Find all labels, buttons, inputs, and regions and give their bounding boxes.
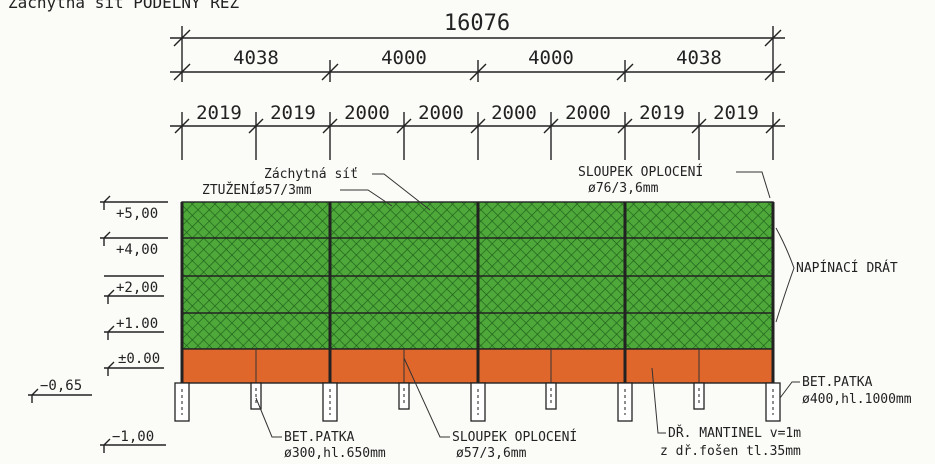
bay-dim-7: 2019 <box>639 102 685 124</box>
section-dimensions: 4038 4000 4000 4038 <box>170 47 785 82</box>
overall-dimension-text: 16076 <box>444 11 510 36</box>
board-label-2: z dř.fošen tl.35mm <box>660 444 801 459</box>
level-200: +2,00 <box>116 280 158 296</box>
footing-large-label-1: BET.PATKA <box>802 375 873 390</box>
level-markers: +5,00 +4,00 +2,00 +1.00 ±0.00 −0,65 −1,0… <box>28 195 168 453</box>
level-000: ±0.00 <box>118 351 160 367</box>
post-bottom-label-2: ø57/3,6mm <box>456 446 527 461</box>
section-dim-1: 4038 <box>233 47 279 69</box>
overall-dimension: 16076 <box>170 11 785 82</box>
bay-dim-8: 2019 <box>713 102 759 124</box>
post-bottom-label-1: SLOUPEK OPLOCENÍ <box>452 429 577 445</box>
level-500: +5,00 <box>116 206 158 222</box>
level-m065: −0,65 <box>40 378 82 394</box>
section-dim-4: 4038 <box>676 47 722 69</box>
footing-small-label-2: ø300,hl.650mm <box>284 446 386 461</box>
section-dim-3: 4000 <box>528 47 574 69</box>
bay-dim-1: 2019 <box>196 102 242 124</box>
bay-dim-2: 2019 <box>270 102 316 124</box>
bay-dim-3: 2000 <box>344 102 390 124</box>
cut-title: Záchytná síť PODÉLNÝ ŘEZ <box>8 0 240 12</box>
footing-small-label-1: BET.PATKA <box>284 430 355 445</box>
level-m100: −1,00 <box>112 429 154 445</box>
level-400: +4,00 <box>116 242 158 258</box>
footings <box>174 382 781 422</box>
bay-dimensions: 2019 2019 2000 2000 2000 2000 2019 2019 <box>170 102 785 160</box>
fence-posts <box>180 202 775 383</box>
tension-wire-label: NAPÍNACÍ DRÁT <box>796 260 898 276</box>
post-top-label-1: SLOUPEK OPLOCENÍ <box>578 164 703 180</box>
level-100: +1.00 <box>116 316 158 332</box>
post-top-label-2: ø76/3,6mm <box>588 181 659 196</box>
net-label: Záchytná síť <box>264 167 358 182</box>
footing-large-label-2: ø400,hl.1000mm <box>802 392 912 407</box>
bay-dim-4: 2000 <box>418 102 464 124</box>
bay-dim-5: 2000 <box>491 102 537 124</box>
bracing-label: ZTUŽENÍø57/3mm <box>202 182 312 198</box>
board-joints <box>255 349 700 383</box>
section-dim-2: 4000 <box>381 47 427 69</box>
board-label-1: DŘ. MANTINEL v=1m <box>668 425 801 441</box>
bay-dim-6: 2000 <box>565 102 611 124</box>
annotations: Záchytná síť ZTUŽENÍø57/3mm SLOUPEK OPLO… <box>202 164 912 461</box>
